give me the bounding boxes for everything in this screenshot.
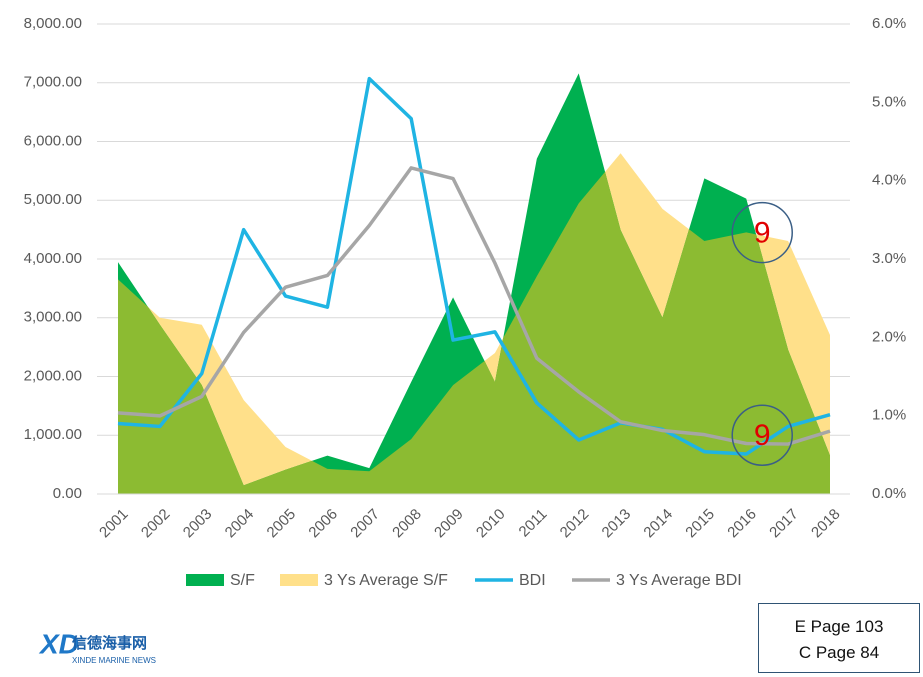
y2-tick-label: 3.0% bbox=[872, 250, 906, 267]
x-tick-label: 2013 bbox=[599, 506, 635, 542]
y-tick-label: 3,000.00 bbox=[24, 309, 82, 326]
page-ref: C Page 84 bbox=[798, 643, 880, 662]
y-tick-label: 5,000.00 bbox=[24, 191, 82, 208]
legend-label: BDI bbox=[519, 572, 546, 589]
x-tick-label: 2018 bbox=[808, 506, 844, 542]
annotation: 9 bbox=[754, 419, 771, 452]
x-tick-label: 2006 bbox=[305, 506, 341, 542]
legend-swatch bbox=[280, 574, 318, 586]
line bbox=[117, 76, 831, 456]
legend-label: 3 Ys Average S/F bbox=[324, 572, 448, 589]
line bbox=[117, 166, 831, 446]
y2-tick-label: 4.0% bbox=[872, 172, 906, 189]
annotation-circle bbox=[731, 404, 793, 466]
legend-swatch bbox=[186, 574, 224, 586]
x-tick-label: 2004 bbox=[222, 506, 258, 542]
x-tick-label: 2016 bbox=[724, 506, 760, 542]
y-tick-label: 8,000.00 bbox=[24, 15, 82, 32]
y-tick-label: 1,000.00 bbox=[24, 426, 82, 443]
x-tick-label: 2001 bbox=[96, 506, 132, 542]
y2-tick-label: 5.0% bbox=[872, 93, 906, 110]
y2-tick-label: 0.0% bbox=[872, 485, 906, 502]
legend-label: 3 Ys Average BDI bbox=[616, 572, 742, 589]
logo-en: XINDE MARINE NEWS bbox=[72, 656, 156, 665]
annotation-circle bbox=[731, 201, 793, 264]
x-tick-label: 2011 bbox=[516, 506, 551, 541]
y-tick-label: 0.00 bbox=[53, 485, 82, 502]
y2-tick-label: 6.0% bbox=[872, 15, 906, 32]
area-overlap bbox=[118, 153, 830, 494]
x-tick-label: 2008 bbox=[389, 506, 425, 542]
x-tick-label: 2012 bbox=[557, 506, 593, 542]
x-tick-label: 2002 bbox=[138, 506, 174, 542]
y-tick-label: 4,000.00 bbox=[24, 250, 82, 267]
y-tick-label: 7,000.00 bbox=[24, 74, 82, 91]
logo-cn: 信德海事网 bbox=[72, 634, 147, 652]
x-tick-label: 2005 bbox=[264, 506, 300, 542]
x-tick-label: 2017 bbox=[766, 506, 802, 542]
legend-label: S/F bbox=[230, 572, 255, 589]
logo-mark: XD bbox=[38, 628, 79, 659]
y-tick-label: 6,000.00 bbox=[24, 132, 82, 149]
x-tick-label: 2010 bbox=[473, 506, 509, 542]
y-tick-label: 2,000.00 bbox=[24, 367, 82, 384]
x-tick-label: 2009 bbox=[431, 506, 467, 542]
page-box: E Page 103 C Page 84 bbox=[758, 603, 920, 673]
x-tick-label: 2007 bbox=[347, 506, 383, 542]
x-tick-label: 2003 bbox=[180, 506, 216, 542]
page-ref: E Page 103 bbox=[794, 617, 884, 636]
annotation: 9 bbox=[754, 216, 771, 249]
x-tick-label: 2015 bbox=[682, 506, 718, 542]
y2-tick-label: 1.0% bbox=[872, 407, 906, 424]
y2-tick-label: 2.0% bbox=[872, 328, 906, 345]
x-tick-label: 2014 bbox=[640, 506, 676, 542]
